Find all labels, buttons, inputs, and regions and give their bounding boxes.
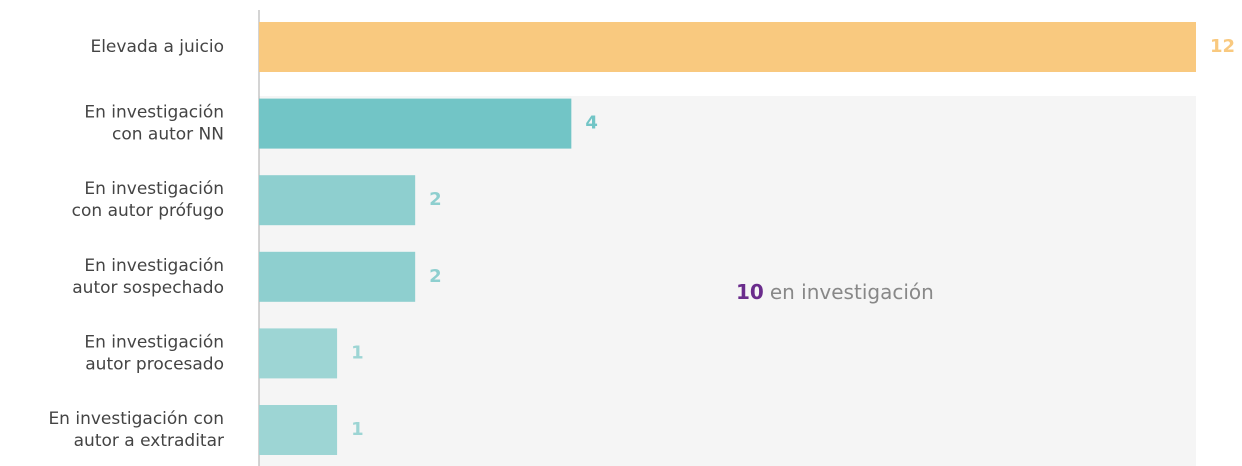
annotation-count: 10 (736, 280, 764, 304)
value-label: 2 (429, 266, 442, 287)
bar (259, 328, 338, 379)
annotation-label: en investigación (770, 280, 934, 304)
category-label: En investigación con autor prófugo (72, 179, 224, 221)
value-label: 1 (351, 342, 364, 363)
bar (259, 175, 416, 226)
annotation: 10 en investigación (736, 280, 934, 304)
bar (259, 98, 572, 149)
category-label: Elevada a juicio (90, 37, 224, 57)
bar (259, 405, 338, 455)
value-label: 4 (585, 113, 598, 134)
value-label: 12 (1210, 36, 1235, 57)
value-label: 2 (429, 189, 442, 210)
bar (259, 251, 416, 302)
category-label: En investigación con autor NN (84, 103, 224, 145)
category-label: En investigación autor sospechado (72, 256, 224, 298)
bar (259, 22, 1196, 72)
category-label: En investigación con autor a extraditar (48, 409, 224, 451)
value-label: 1 (351, 419, 364, 440)
category-label: En investigación autor procesado (84, 332, 224, 374)
